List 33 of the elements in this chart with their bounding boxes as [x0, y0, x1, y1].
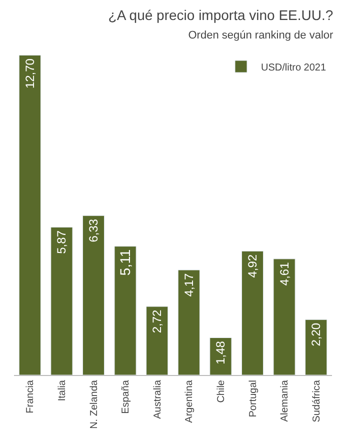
data-label: 2,20 [309, 322, 324, 346]
data-label: 5,87 [54, 230, 69, 254]
x-tick-label: Sudáfrica [311, 380, 322, 422]
x-tick-label: Australia [152, 380, 164, 419]
x-tick-label: N. Zelanda [88, 380, 100, 429]
data-label: 4,17 [182, 272, 196, 297]
bar [50, 226, 73, 375]
x-tick-label: Francia [25, 380, 36, 414]
bar [273, 258, 296, 375]
bar [82, 215, 105, 375]
data-label: 1,48 [214, 340, 228, 364]
chart-title: ¿A qué precio importa vino EE.UU.? [108, 7, 334, 24]
data-label: 4,61 [277, 262, 292, 286]
data-label: 2,72 [150, 310, 164, 334]
bar [114, 246, 136, 375]
x-tick-label: Argentina [184, 380, 196, 423]
bar [210, 337, 232, 375]
x-tick-label: Italia [56, 380, 68, 402]
bar [146, 306, 168, 375]
legend-label: USD/litro 2021 [261, 62, 326, 74]
data-label: 12,70 [22, 58, 37, 89]
data-label: 5,11 [116, 249, 133, 276]
x-tick-label: Portugal [248, 380, 259, 418]
data-label: 6,33 [86, 218, 100, 242]
data-label: 4,92 [246, 254, 260, 278]
bar [178, 270, 200, 375]
x-tick-label: Chile [216, 380, 227, 403]
bar [18, 54, 41, 375]
bar [305, 319, 328, 375]
x-tick-label: España [120, 380, 132, 414]
bar [241, 250, 264, 375]
x-tick-label: Alemania [280, 380, 291, 422]
chart-subtitle: Orden según ranking de valor [188, 29, 334, 42]
